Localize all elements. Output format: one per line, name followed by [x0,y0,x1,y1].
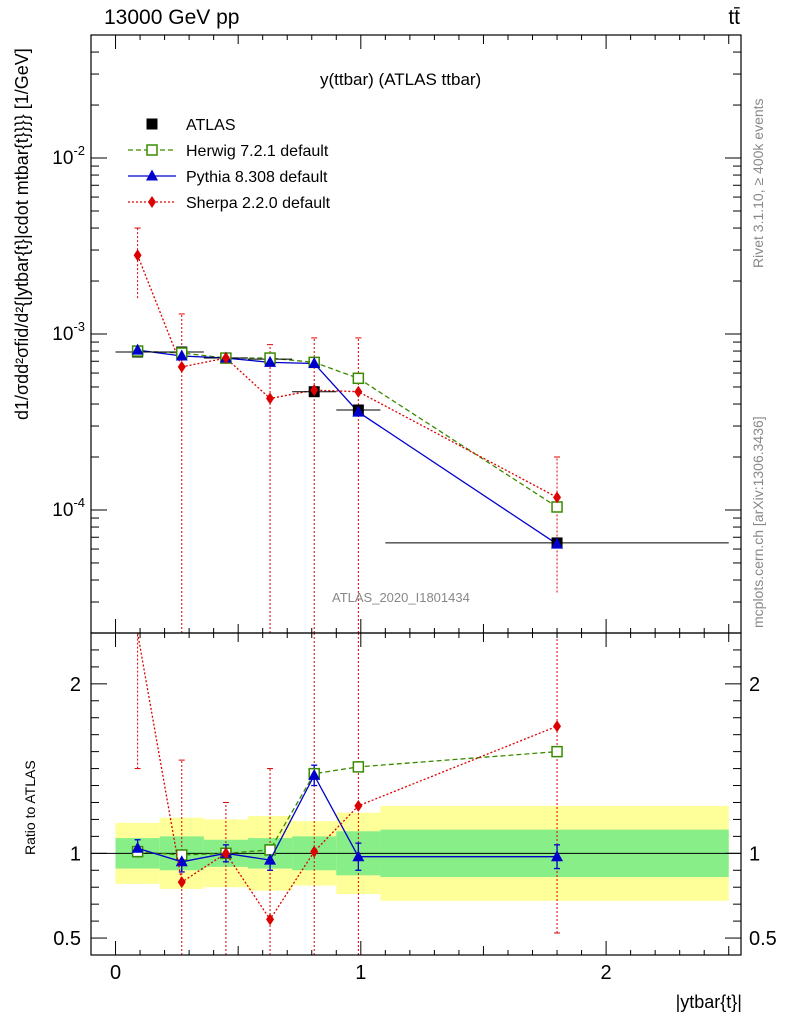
pythia-ratio-point [264,853,277,865]
pythia-data-point [175,349,188,361]
sherpa-data-point [133,249,142,262]
main-y-axis-title: d1/σdd²σfid/d²{|ytbar{t}|cdot mtbar{t}}}… [12,48,32,420]
rivet-label: Rivet 3.1.10, ≥ 400k events [750,98,766,268]
x-tick-label: 2 [601,962,612,984]
analysis-watermark: ATLAS_2020_I1801434 [332,590,470,605]
energy-label: 13000 GeV pp [104,6,240,29]
sherpa-data-point [221,352,230,365]
sherpa-data-point [266,392,275,405]
sherpa-ratio-point [221,847,230,860]
pythia-ratio-point [175,855,188,867]
sherpa-ratio-point [354,799,363,812]
main-title: y(ttbar) (ATLAS ttbar) [320,70,482,89]
legend-label-pythia: Pythia 8.308 default [186,169,328,186]
x-tick-label: 0 [110,962,121,984]
x-axis-title: |ytbar{t}| [675,992,742,1012]
herwig-ratio-point [352,761,365,773]
pythia-ratio-point [131,841,144,853]
pythia-data-point [308,356,321,368]
herwig-series-line [137,350,558,508]
sherpa-ratio-point [310,845,319,858]
pythia-data-point [551,537,564,549]
legend-label-atlas: ATLAS [186,117,236,134]
pythia-data-point [352,405,365,417]
x-tick-label: 1 [355,962,366,984]
pythia-data-point [131,343,144,355]
herwig-data-point [352,372,365,385]
legend-marker-herwig [146,144,158,156]
pythia-ratio-point [308,768,321,780]
pythia-series-line [137,349,558,545]
process-label: tt̄ [728,6,740,29]
sherpa-data-point [177,360,186,373]
pythia-ratio-point [352,850,365,862]
legend-label-sherpa: Sherpa 2.2.0 default [186,195,331,212]
legend-marker-atlas [146,118,158,130]
ratio-y-tick-label: 1 [70,843,81,865]
sherpa-data-point [310,384,319,397]
legend-label-herwig: Herwig 7.2.1 default [186,143,329,160]
ratio-y-tick-label-right: 2 [749,674,760,696]
sherpa-ratio-point [177,876,186,889]
sherpa-data-point [354,385,363,398]
herwig-ratio-point [551,745,563,758]
mcplots-label: mcplots.cern.ch [arXiv:1306.3436] [750,416,766,628]
ratio-panel-frame [90,632,742,956]
sherpa-data-point [553,491,562,504]
y-tick-label: 10-2 [52,143,85,169]
pythia-ratio-point [551,850,564,862]
ratio-y-axis-title: Ratio to ATLAS [22,760,38,855]
sherpa-series-line [136,255,558,498]
herwig-data-point [551,501,563,513]
pythia-data-point [264,355,277,367]
ratio-y-tick-label: 2 [70,674,81,696]
ratio-y-tick-label-right: 1 [749,843,760,865]
y-tick-label: 10-3 [52,319,85,345]
sherpa-ratio-point [553,720,562,733]
legend-marker-pythia [146,169,158,181]
ratio-y-tick-label-right: 0.5 [749,928,777,950]
legend-marker-sherpa [148,196,156,208]
ratio-y-tick-label: 0.5 [53,928,81,950]
sherpa-ratio-point [266,913,275,926]
y-tick-label: 10-4 [52,495,85,521]
